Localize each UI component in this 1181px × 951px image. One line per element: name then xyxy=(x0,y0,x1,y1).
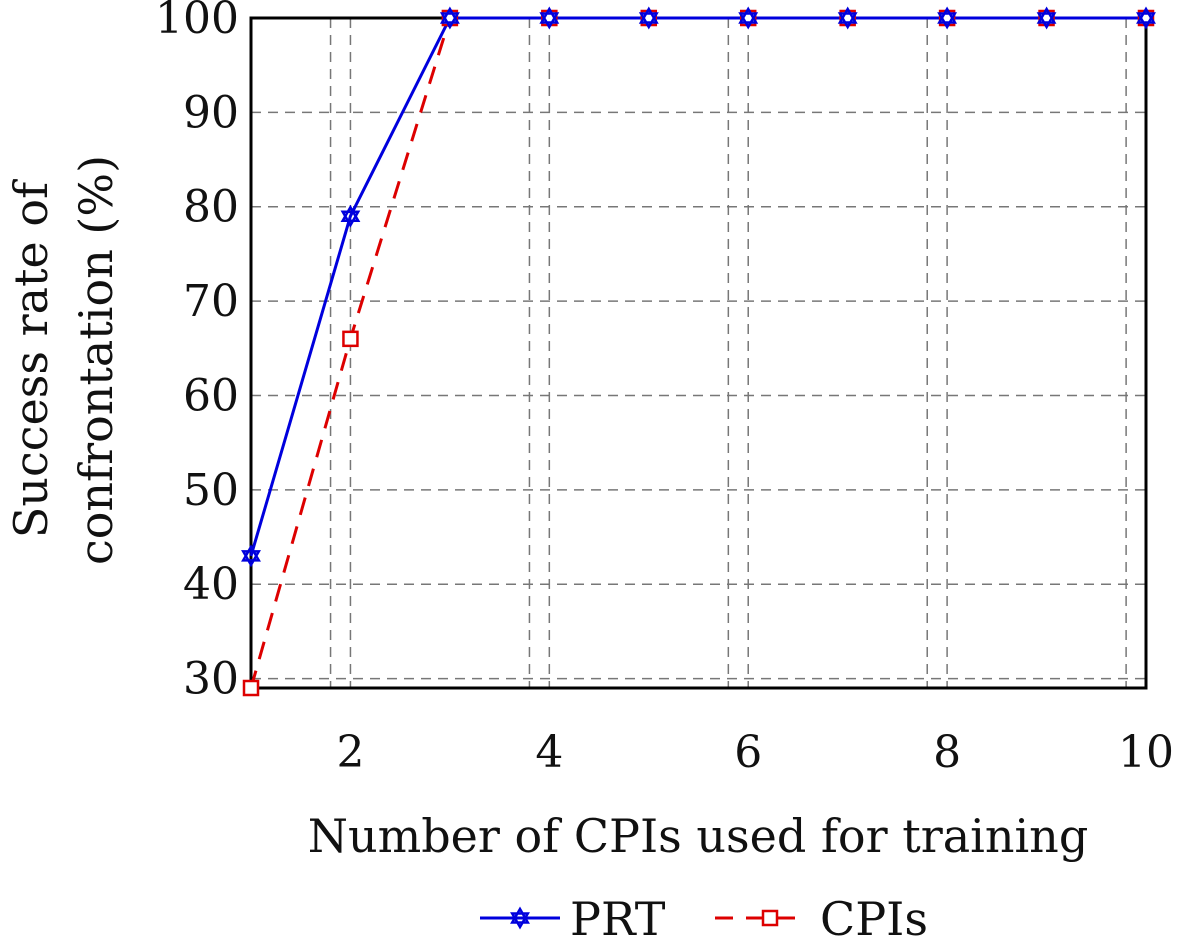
data-point-prt xyxy=(837,6,858,30)
data-point-cpis xyxy=(242,679,260,697)
data-point-prt xyxy=(241,544,261,568)
x-axis-label: Number of CPIs used for training xyxy=(308,809,1089,863)
y-tick-label: 50 xyxy=(183,465,239,516)
legend: PRT CPIs xyxy=(480,892,928,946)
x-tick-label: 6 xyxy=(734,727,762,778)
series-line-cpis xyxy=(249,16,1146,689)
grid xyxy=(251,17,1147,688)
data-point-prt xyxy=(439,6,460,30)
legend-marker-prt xyxy=(510,906,530,930)
plot-frame xyxy=(249,16,1148,690)
y-tick-label: 90 xyxy=(183,87,239,138)
y-tick-label: 70 xyxy=(183,276,239,327)
data-point-prt xyxy=(638,6,659,30)
y-tick-label: 30 xyxy=(183,654,239,705)
x-tick-label: 10 xyxy=(1118,727,1174,778)
y-tick-label: 40 xyxy=(183,559,239,610)
y-tick-label: 60 xyxy=(183,370,239,421)
legend-label-prt: PRT xyxy=(570,892,666,946)
y-tick-label: 80 xyxy=(183,182,239,233)
x-tick-label: 8 xyxy=(933,727,961,778)
legend-label-cpis: CPIs xyxy=(820,892,928,946)
data-point-prt xyxy=(1036,6,1057,30)
data-point-prt xyxy=(1136,6,1156,30)
y-axis-label-line-1: Success rate of xyxy=(4,179,58,538)
series-layer xyxy=(241,6,1156,697)
data-point-prt xyxy=(738,6,759,30)
data-point-prt xyxy=(937,6,958,30)
data-point-cpis xyxy=(342,330,359,348)
tick-labels: 30 40 50 60 70 80 90 100 2 4 6 8 10 xyxy=(155,0,1174,778)
x-tick-label: 4 xyxy=(535,727,563,778)
data-point-prt xyxy=(340,204,361,228)
y-tick-label: 100 xyxy=(155,0,239,44)
y-axis-label-line-2: confrontation (%) xyxy=(69,155,123,565)
data-point-prt xyxy=(539,6,560,30)
series-line-prt xyxy=(249,16,1146,557)
legend-marker-cpis xyxy=(761,909,779,927)
x-tick-label: 2 xyxy=(336,727,364,778)
